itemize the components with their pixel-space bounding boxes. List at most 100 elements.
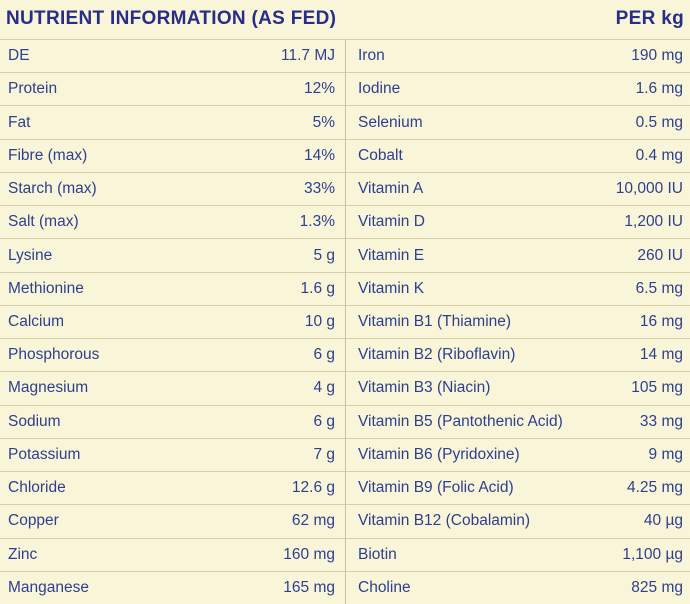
nutrient-label: Vitamin B5 (Pantothenic Acid): [358, 412, 563, 430]
nutrient-row: Vitamin K 6.5 mg: [346, 273, 690, 306]
nutrient-label: Vitamin E: [358, 246, 425, 264]
nutrient-label: Fibre (max): [8, 146, 88, 164]
nutrient-value: 160 mg: [283, 545, 335, 563]
nutrient-row: Fibre (max) 14%: [0, 140, 345, 173]
nutrient-value: 260 IU: [637, 246, 683, 264]
nutrient-row: Manganese 165 mg: [0, 572, 345, 604]
nutrient-value: 33 mg: [639, 412, 683, 430]
nutrient-row: Salt (max) 1.3%: [0, 206, 345, 240]
nutrient-value: 0.4 mg: [635, 146, 683, 164]
nutrient-label: Vitamin B1 (Thiamine): [358, 312, 512, 330]
nutrient-row: Vitamin E 260 IU: [346, 239, 690, 273]
nutrient-label: Vitamin B2 (Riboflavin): [358, 346, 516, 364]
nutrient-value: 5 g: [313, 246, 335, 264]
nutrient-value: 5%: [312, 113, 335, 131]
nutrient-row: Zinc 160 mg: [0, 539, 345, 572]
left-column: DE 11.7 MJ Protein 12% Fat 5% Fibre (max…: [0, 40, 345, 604]
nutrient-row: Vitamin B5 (Pantothenic Acid) 33 mg: [346, 406, 690, 439]
nutrient-row: DE 11.7 MJ: [0, 40, 345, 74]
nutrient-label: Vitamin B12 (Cobalamin): [358, 512, 531, 530]
nutrient-row: Vitamin B2 (Riboflavin) 14 mg: [346, 339, 690, 373]
nutrient-label: Zinc: [8, 545, 38, 563]
nutrient-value: 6.5 mg: [635, 279, 683, 297]
nutrient-row: Potassium 7 g: [0, 439, 345, 473]
nutrient-value: 40 µg: [643, 512, 683, 530]
nutrient-label: Methionine: [8, 279, 84, 297]
nutrient-label: Vitamin B9 (Folic Acid): [358, 479, 514, 497]
nutrient-value: 14%: [303, 146, 335, 164]
nutrient-label: Copper: [8, 512, 59, 530]
nutrient-label: Iodine: [358, 80, 401, 98]
nutrient-value: 1,200 IU: [624, 213, 683, 231]
nutrient-row: Choline 825 mg: [346, 572, 690, 604]
nutrient-row: Magnesium 4 g: [0, 372, 345, 406]
nutrient-label: Protein: [8, 80, 58, 98]
nutrient-value: 11.7 MJ: [281, 47, 335, 65]
nutrient-row: Iodine 1.6 mg: [346, 73, 690, 107]
nutrient-row: Vitamin A 10,000 IU: [346, 173, 690, 207]
nutrient-label: Biotin: [358, 545, 397, 563]
nutrient-row: Vitamin B1 (Thiamine) 16 mg: [346, 306, 690, 340]
nutrient-value: 12.6 g: [291, 479, 335, 497]
nutrient-row: Lysine 5 g: [0, 239, 345, 273]
nutrient-row: Iron 190 mg: [346, 40, 690, 74]
nutrient-value: 9 mg: [648, 445, 683, 463]
nutrient-row: Sodium 6 g: [0, 406, 345, 439]
nutrient-row: Vitamin B6 (Pyridoxine) 9 mg: [346, 439, 690, 473]
nutrient-value: 165 mg: [283, 578, 335, 596]
nutrient-value: 7 g: [313, 445, 335, 463]
nutrient-value: 6 g: [313, 346, 335, 364]
nutrient-label: DE: [8, 47, 30, 65]
table-title: NUTRIENT INFORMATION (AS FED): [6, 7, 337, 29]
nutrient-row: Biotin 1,100 µg: [346, 539, 690, 572]
nutrient-value: 4.25 mg: [626, 479, 683, 497]
nutrient-label: Lysine: [8, 246, 53, 264]
nutrient-value: 4 g: [313, 379, 335, 397]
nutrient-row: Starch (max) 33%: [0, 173, 345, 207]
nutrient-row: Copper 62 mg: [0, 505, 345, 539]
nutrient-value: 16 mg: [639, 312, 683, 330]
nutrient-label: Potassium: [8, 445, 81, 463]
nutrient-row: Selenium 0.5 mg: [346, 106, 690, 140]
nutrient-label: Magnesium: [8, 379, 89, 397]
per-kg-label: PER kg: [615, 7, 684, 29]
nutrient-label: Manganese: [8, 578, 90, 596]
nutrient-row: Vitamin D 1,200 IU: [346, 206, 690, 240]
nutrient-row: Vitamin B9 (Folic Acid) 4.25 mg: [346, 472, 690, 506]
nutrient-row: Chloride 12.6 g: [0, 472, 345, 506]
nutrient-label: Cobalt: [358, 146, 403, 164]
nutrient-label: Iron: [358, 47, 385, 65]
nutrient-row: Fat 5%: [0, 106, 345, 140]
nutrient-row: Cobalt 0.4 mg: [346, 140, 690, 173]
nutrient-row: Calcium 10 g: [0, 306, 345, 340]
nutrient-label: Choline: [358, 578, 411, 596]
nutrient-value: 1,100 µg: [622, 545, 683, 563]
nutrient-label: Vitamin B3 (Niacin): [358, 379, 491, 397]
nutrient-label: Selenium: [358, 113, 423, 131]
nutrient-value: 1.6 mg: [635, 80, 683, 98]
nutrient-value: 10,000 IU: [615, 180, 683, 198]
nutrient-label: Vitamin A: [358, 180, 424, 198]
nutrient-value: 14 mg: [639, 346, 683, 364]
nutrient-label: Vitamin K: [358, 279, 425, 297]
table-body: DE 11.7 MJ Protein 12% Fat 5% Fibre (max…: [0, 40, 690, 604]
nutrient-row: Phosphorous 6 g: [0, 339, 345, 373]
nutrient-value: 12%: [303, 80, 335, 98]
nutrient-label: Starch (max): [8, 180, 97, 198]
nutrient-value: 10 g: [304, 312, 335, 330]
nutrient-row: Methionine 1.6 g: [0, 273, 345, 306]
nutrient-row: Vitamin B3 (Niacin) 105 mg: [346, 372, 690, 406]
nutrient-row: Vitamin B12 (Cobalamin) 40 µg: [346, 505, 690, 539]
nutrient-label: Chloride: [8, 479, 66, 497]
nutrient-value: 105 mg: [631, 379, 683, 397]
table-header: NUTRIENT INFORMATION (AS FED) PER kg: [0, 0, 690, 40]
nutrient-value: 62 mg: [291, 512, 335, 530]
nutrient-label: Vitamin B6 (Pyridoxine): [358, 445, 520, 463]
nutrient-value: 33%: [303, 180, 335, 198]
nutrient-value: 6 g: [313, 412, 335, 430]
nutrient-value: 1.3%: [299, 213, 335, 231]
nutrient-label: Fat: [8, 113, 31, 131]
nutrient-label: Salt (max): [8, 213, 79, 231]
nutrient-value: 0.5 mg: [635, 113, 683, 131]
